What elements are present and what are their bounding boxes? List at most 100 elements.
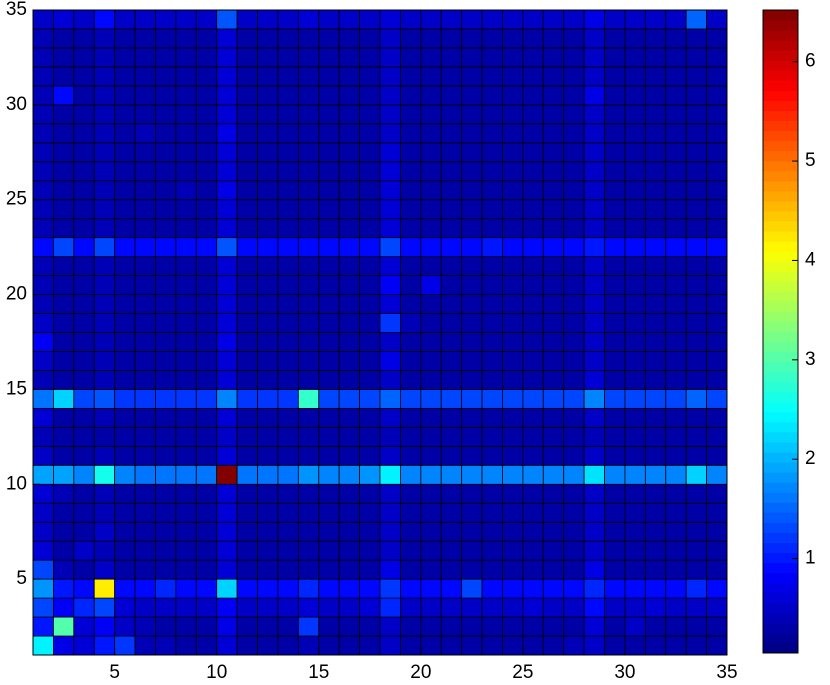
cell: [420, 597, 442, 618]
cell: [379, 199, 401, 220]
cell: [481, 123, 503, 144]
cell: [359, 161, 381, 182]
cell: [379, 578, 401, 599]
cell: [522, 28, 544, 49]
cell: [604, 275, 626, 295]
cell: [73, 313, 95, 333]
cell: [542, 66, 565, 87]
cell: [53, 180, 75, 201]
cell: [318, 578, 340, 599]
cell: [706, 426, 728, 447]
cell: [685, 218, 707, 239]
cell: [73, 445, 95, 466]
cell: [93, 521, 116, 542]
cell: [563, 294, 585, 314]
cell: [236, 464, 258, 485]
cell: [297, 502, 320, 523]
cell: [134, 370, 156, 390]
cell: [604, 237, 626, 258]
cell: [175, 332, 197, 352]
cell: [461, 28, 483, 49]
cell: [195, 483, 218, 504]
cell: [32, 559, 54, 580]
cell: [155, 426, 177, 447]
cell: [685, 104, 707, 125]
cell: [624, 597, 646, 618]
cell: [461, 142, 483, 163]
y-tick-label: 30: [6, 94, 27, 115]
colorbar-step: [763, 512, 798, 523]
y-tick-label: 35: [6, 0, 27, 20]
cell: [297, 483, 320, 504]
colorbar-step: [763, 291, 798, 302]
cell: [522, 540, 544, 561]
cell: [114, 85, 136, 106]
cell: [400, 578, 422, 599]
cell: [379, 464, 401, 485]
cell: [583, 464, 605, 485]
cell: [73, 256, 95, 276]
cell: [73, 28, 95, 49]
cell: [318, 502, 340, 523]
cell: [338, 275, 360, 295]
cell: [706, 445, 728, 466]
cell: [53, 104, 75, 125]
cell: [665, 237, 687, 258]
cell: [257, 483, 279, 504]
cell: [318, 483, 340, 504]
cell: [195, 445, 218, 466]
cell: [216, 597, 238, 618]
cell: [32, 9, 54, 30]
cell: [195, 313, 218, 333]
cell: [379, 407, 401, 428]
cell: [195, 370, 218, 390]
cell: [563, 597, 585, 618]
cell: [359, 142, 381, 163]
cell: [114, 9, 136, 30]
cell: [583, 85, 605, 106]
y-tick-label: 10: [6, 473, 27, 494]
cell: [93, 578, 116, 599]
cell: [236, 237, 258, 258]
cell: [624, 407, 646, 428]
cell: [359, 85, 381, 106]
cell: [665, 294, 687, 314]
cell: [216, 540, 238, 561]
cell: [53, 237, 75, 258]
cell: [257, 237, 279, 258]
cell: [195, 47, 218, 68]
cell: [542, 389, 565, 409]
cell: [542, 635, 565, 656]
cell: [542, 161, 565, 182]
cell: [338, 521, 360, 542]
cell: [706, 294, 728, 314]
cell: [195, 502, 218, 523]
cell: [604, 370, 626, 390]
cell: [257, 313, 279, 333]
cell: [461, 85, 483, 106]
cell: [420, 180, 442, 201]
cell: [440, 104, 463, 125]
cell: [114, 180, 136, 201]
cell: [216, 180, 238, 201]
cell: [400, 635, 422, 656]
cell: [93, 616, 116, 637]
cell: [644, 389, 667, 409]
cell: [73, 66, 95, 87]
cell: [420, 389, 442, 409]
cell: [53, 616, 75, 637]
cell: [216, 218, 238, 239]
cell: [175, 407, 197, 428]
cell: [155, 180, 177, 201]
cell: [195, 9, 218, 30]
cell: [277, 616, 299, 637]
cell: [379, 597, 401, 618]
cell: [665, 275, 687, 295]
cell: [665, 426, 687, 447]
cell: [604, 85, 626, 106]
cell: [53, 389, 75, 409]
cell: [32, 199, 54, 220]
cell: [53, 483, 75, 504]
cell: [93, 445, 116, 466]
cell: [461, 521, 483, 542]
